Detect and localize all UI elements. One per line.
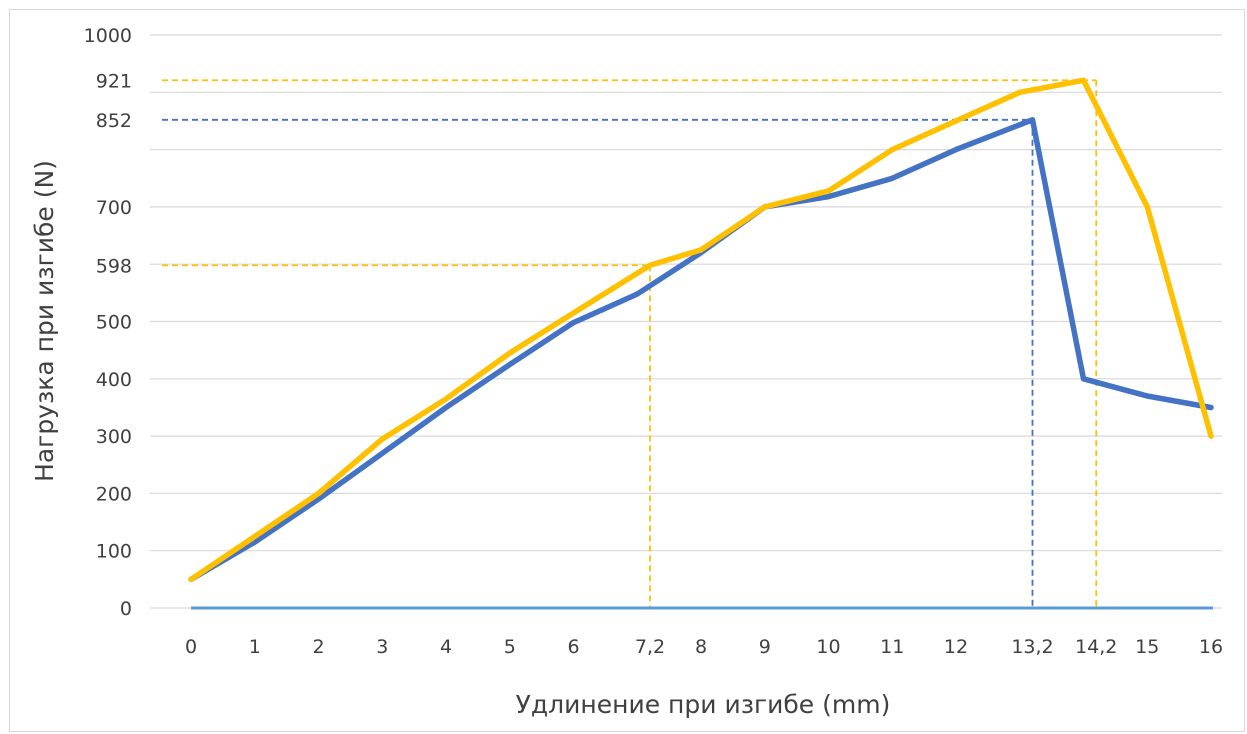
y-tick-label: 921 [96, 70, 132, 92]
y-tick-labels: 0 100 200 300 400 500 598 700 852 921 1000 [84, 25, 132, 620]
x-tick-label: 8 [695, 636, 707, 658]
x-tick-label: 12 [944, 636, 968, 658]
x-tick-label: 9 [759, 636, 771, 658]
x-tick-label: 5 [504, 636, 516, 658]
gridlines [150, 34, 1222, 609]
x-tick-label: 3 [376, 636, 388, 658]
x-tick-label: 16 [1199, 636, 1223, 658]
y-tick-label: 1000 [84, 25, 132, 47]
x-tick-label: 10 [816, 636, 840, 658]
series-line-1 [188, 117, 1214, 583]
y-axis-title: Нагрузка при изгибе (N) [30, 160, 59, 482]
x-tick-label: 15 [1135, 636, 1159, 658]
y-tick-label: 200 [96, 483, 132, 505]
x-tick-label: 7,2 [635, 636, 665, 658]
x-tick-label: 4 [440, 636, 452, 658]
x-tick-label: 14,2 [1075, 636, 1117, 658]
series-line-2 [188, 77, 1214, 583]
y-tick-label: 300 [96, 426, 132, 448]
x-tick-label: 2 [312, 636, 324, 658]
x-tick-labels: 0 1 2 3 4 5 6 7,2 8 9 10 11 12 13,2 14,2 15 16 [185, 636, 1223, 658]
y-tick-label: 852 [96, 110, 132, 132]
x-axis-title: Удлинение при изгибе (mm) [516, 690, 891, 719]
x-tick-label: 0 [185, 636, 197, 658]
y-tick-label: 500 [96, 312, 132, 334]
y-tick-label: 598 [96, 255, 132, 277]
y-tick-label: 100 [96, 541, 132, 563]
x-tick-label: 11 [880, 636, 904, 658]
chart-frame [9, 9, 1245, 732]
x-tick-label: 1 [249, 636, 261, 658]
reference-lines [162, 79, 1098, 608]
y-tick-label: 400 [96, 369, 132, 391]
y-tick-label: 0 [120, 598, 132, 620]
series-lines [188, 77, 1214, 583]
x-tick-label: 6 [567, 636, 579, 658]
x-tick-label: 13,2 [1011, 636, 1053, 658]
y-tick-label: 700 [96, 197, 132, 219]
